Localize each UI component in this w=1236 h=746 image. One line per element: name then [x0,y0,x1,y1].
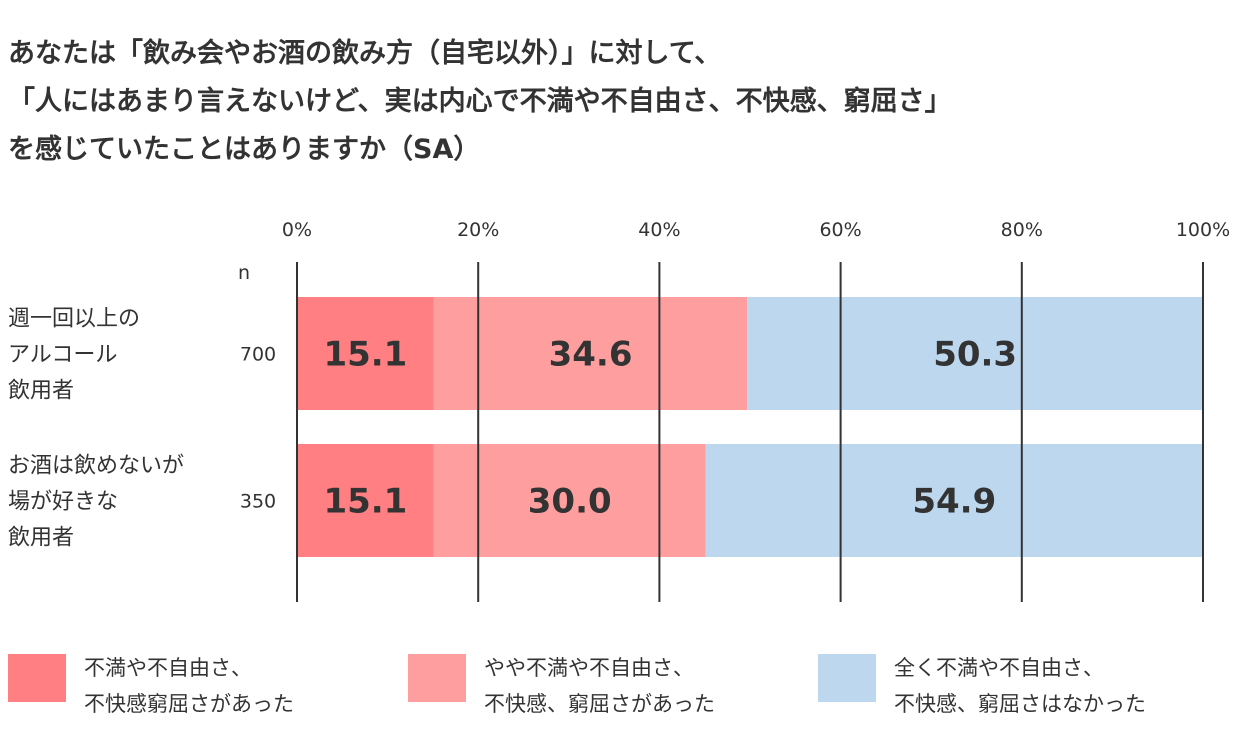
x-tick-label-4: 60% [819,219,861,241]
stacked-bar-chart: 15.1 34.6 50.3 15.1 30.0 54.9 0% 20% 40% 60% 80% 10… [8,219,1230,602]
data-label-2-3: 54.9 [912,482,996,522]
legend-swatch-1 [8,654,66,702]
category-label-1-line-1: 週一回以上の [8,307,140,332]
data-label-1-1: 15.1 [323,335,407,375]
bar-segment-1-2 [433,297,748,410]
legend-item-3: 全く不満や不自由さ、 不快感、窮屈さはなかった [818,650,1146,722]
legend-swatch-2 [408,654,466,702]
x-tick-label-3: 40% [638,219,680,241]
category-label-2-line-3: 飲用者 [8,526,74,551]
legend-label-3: 全く不満や不自由さ、 不快感、窮屈さはなかった [894,656,1146,716]
title-line-2: 「人にはあまり言えないけど、実は内心で不満や不自由さ、不快感、窮屈さ」 [8,86,952,117]
bar-segment-1-3 [747,297,1203,410]
chart-title: あなたは「飲み会やお酒の飲み方（自宅以外）」に対して、 「人にはあまり言えないけ… [8,30,1228,174]
data-label-2-2: 30.0 [528,482,612,522]
x-tick-label-5: 80% [1001,219,1043,241]
n-value-2: 350 [240,491,276,513]
category-label-2-line-1: お酒は飲めないが [8,454,184,479]
data-label-2-1: 15.1 [323,482,407,522]
data-label-1-2: 34.6 [549,335,633,375]
n-header: n [238,262,250,284]
legend-item-1: 不満や不自由さ、 不快感窮屈さがあった [8,650,294,722]
legend-item-2: やや不満や不自由さ、 不快感、窮屈さがあった [408,650,715,722]
bar-segment-1-1 [297,297,434,410]
bar-segment-2-1 [297,444,434,557]
bar-segment-2-3 [705,444,1203,557]
n-value-1: 700 [240,344,276,366]
x-tick-label-1: 0% [282,219,312,241]
legend-label-1: 不満や不自由さ、 不快感窮屈さがあった [84,656,294,716]
title-line-1: あなたは「飲み会やお酒の飲み方（自宅以外）」に対して、 [8,38,722,69]
category-label-2-line-2: 場が好きな [8,490,118,515]
data-label-1-3: 50.3 [933,335,1017,375]
title-line-3: を感じていたことはありますか（SA） [8,134,481,165]
legend-label-2: やや不満や不自由さ、 不快感、窮屈さがあった [484,656,715,716]
category-label-1-line-2: アルコール [8,343,117,368]
x-tick-label-6: 100% [1176,219,1230,241]
x-tick-label-2: 20% [457,219,499,241]
category-label-1-line-3: 飲用者 [8,379,74,404]
legend-swatch-3 [818,654,876,702]
